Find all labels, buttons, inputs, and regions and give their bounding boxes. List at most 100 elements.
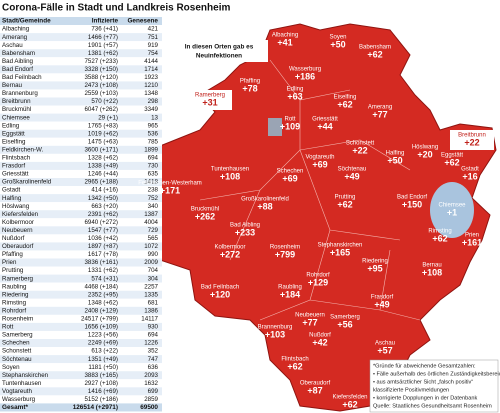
- map-place: Edling: [287, 87, 304, 93]
- row-bg: [0, 81, 162, 90]
- map-place: Schonstett: [346, 141, 375, 147]
- label-box: [450, 130, 494, 150]
- table-cell: 1223 (+56): [88, 332, 118, 339]
- table-cell: Prutting: [2, 267, 24, 274]
- table-cell: Schechen: [2, 340, 30, 347]
- row-bg: [0, 274, 162, 283]
- table-cell: 1019 (+62): [88, 130, 118, 137]
- table-cell: Bruckmühl: [2, 106, 31, 113]
- callout-text: In diesen Orten gab es: [185, 44, 254, 51]
- table-cell: 729: [148, 227, 159, 234]
- row-bg: [0, 218, 162, 227]
- table-cell: 340: [148, 203, 159, 210]
- map-value: +50: [330, 39, 345, 49]
- table-cell: Brannenburg: [2, 90, 38, 97]
- map-place: Söchtenau: [338, 167, 367, 173]
- table-cell: 4468 (+184): [84, 283, 118, 290]
- table-cell: 1418: [144, 179, 158, 186]
- map-place: Rimsting: [428, 229, 451, 235]
- row-bg: [0, 17, 162, 26]
- table-cell: 751: [148, 34, 159, 41]
- row-bg: [0, 363, 162, 372]
- row-bg: [0, 153, 162, 162]
- table-cell: 965: [148, 122, 159, 129]
- table-cell: 785: [148, 138, 159, 145]
- table-cell: 2859: [144, 396, 158, 403]
- table-cell: Neubeuern: [2, 227, 33, 234]
- row-bg: [0, 161, 162, 170]
- table-cell: 1547 (+77): [88, 227, 118, 234]
- table-cell: 1765 (+83): [88, 122, 118, 129]
- map-value: +22: [352, 145, 367, 155]
- table-cell: 730: [148, 163, 159, 170]
- table-cell: 536: [148, 130, 159, 137]
- table-cell: 990: [148, 251, 159, 258]
- table-cell: Großkarolinenfeld: [2, 179, 52, 186]
- table-cell: 1210: [144, 82, 158, 89]
- row-bg: [0, 121, 162, 130]
- map-place: Chiemsee: [438, 203, 466, 209]
- table-cell: 1381 (+62): [88, 50, 118, 57]
- table-cell: Oberaudorf: [2, 243, 34, 250]
- table-cell: Rimsting: [2, 299, 27, 306]
- map-value: +49: [344, 171, 359, 181]
- table-cell: 2093: [144, 372, 158, 379]
- map-value: +186: [295, 71, 315, 81]
- row-bg: [0, 178, 162, 187]
- table-cell: Eggstätt: [2, 130, 25, 137]
- map-place: Riedering: [362, 259, 388, 265]
- table-cell: 570 (+22): [91, 98, 118, 105]
- table-cell: 930: [148, 324, 159, 331]
- table-total: 69500: [140, 404, 158, 411]
- map-place: Neubeuern: [295, 313, 325, 319]
- map-place: Breitbrunn: [458, 133, 486, 139]
- footnote: • korrigierte Dopplungen in der Datenban…: [373, 395, 477, 401]
- row-bg: [0, 347, 162, 356]
- table-cell: 304: [148, 275, 159, 282]
- table-cell: Pfaffing: [2, 251, 23, 258]
- table-cell: 1416 (+69): [88, 388, 118, 395]
- table-total: 126514 (+2971): [73, 404, 118, 411]
- map-value: +42: [312, 337, 327, 347]
- map-place: Prien: [465, 233, 479, 239]
- map-place: Ramerberg: [195, 93, 225, 99]
- map-place: Bad Endorf: [397, 195, 427, 201]
- map-value: +161: [462, 237, 482, 247]
- table-header: Stadt/Gemeinde: [2, 18, 51, 25]
- map-value: +62: [432, 233, 447, 243]
- row-bg: [0, 145, 162, 154]
- table-cell: 2249 (+69): [88, 340, 118, 347]
- table-cell: Gstadt: [2, 187, 21, 194]
- table-cell: 1466 (+77): [88, 34, 118, 41]
- row-bg: [0, 395, 162, 404]
- row-bg: [0, 379, 162, 388]
- row-bg: [0, 371, 162, 380]
- table-cell: 352: [148, 348, 159, 355]
- table-cell: 1656 (+109): [84, 324, 118, 331]
- map-value: +62: [337, 99, 352, 109]
- table-cell: 663 (+20): [91, 203, 118, 210]
- map-value: +50: [387, 155, 402, 165]
- table-cell: Rosenheim: [2, 316, 33, 323]
- map-place: Brannenburg: [258, 325, 293, 331]
- table-cell: 1897 (+87): [88, 243, 118, 250]
- footnote: • aus amtsärztlicher Sicht „falsch posit…: [373, 379, 473, 385]
- table-cell: 3328 (+150): [84, 66, 118, 73]
- map-place: Kolbermoor: [214, 245, 245, 251]
- row-bg: [0, 89, 162, 98]
- table-cell: Frasdorf: [2, 163, 25, 170]
- table-cell: 694: [148, 155, 159, 162]
- callout-text: Neuinfektionen: [196, 53, 242, 60]
- footnote-box: [369, 359, 499, 413]
- map-value: +22: [464, 137, 479, 147]
- table-cell: 4144: [144, 58, 158, 65]
- map-place: Rosenheim: [270, 245, 300, 251]
- map-place: Samerberg: [330, 315, 360, 321]
- map-place: Griesstätt: [312, 117, 338, 123]
- lake: [430, 182, 474, 238]
- title: Corona-Fälle in Stadt und Landkreis Rose…: [2, 3, 230, 14]
- table-cell: 1617 (+78): [88, 251, 118, 258]
- row-bg: [0, 339, 162, 348]
- table-cell: 3883 (+165): [84, 372, 118, 379]
- map-value: +108: [220, 171, 240, 181]
